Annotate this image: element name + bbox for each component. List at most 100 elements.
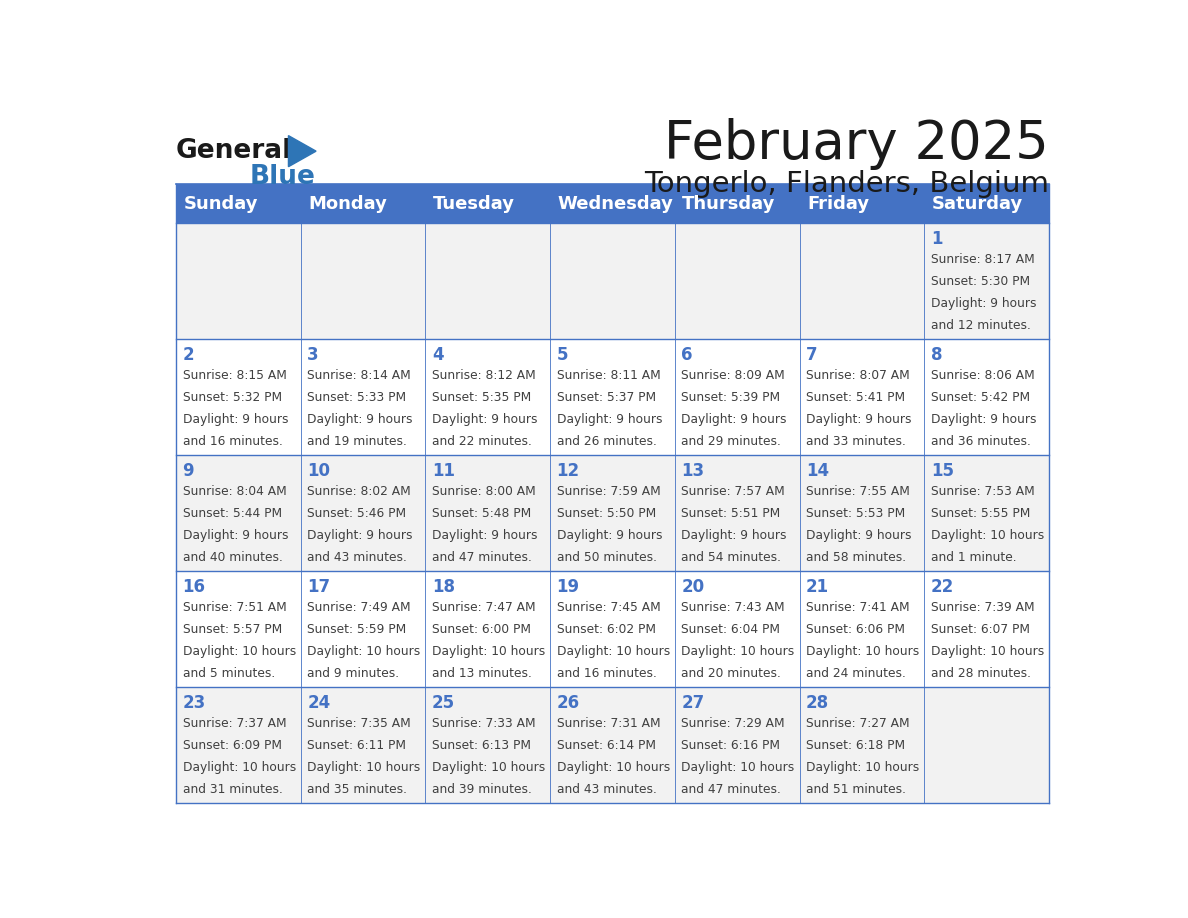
Bar <box>176 571 1049 687</box>
Text: Sunset: 6:02 PM: Sunset: 6:02 PM <box>557 622 656 636</box>
Text: Sunset: 6:00 PM: Sunset: 6:00 PM <box>432 622 531 636</box>
Text: 18: 18 <box>432 578 455 596</box>
Text: Sunset: 5:48 PM: Sunset: 5:48 PM <box>432 507 531 520</box>
Text: Sunrise: 7:47 AM: Sunrise: 7:47 AM <box>432 600 536 614</box>
Text: and 51 minutes.: and 51 minutes. <box>805 783 906 796</box>
Text: and 31 minutes.: and 31 minutes. <box>183 783 283 796</box>
Text: Sunset: 5:51 PM: Sunset: 5:51 PM <box>682 507 781 520</box>
Text: Sunrise: 7:33 AM: Sunrise: 7:33 AM <box>432 717 536 730</box>
Text: Sunrise: 7:41 AM: Sunrise: 7:41 AM <box>805 600 910 614</box>
Text: Daylight: 9 hours: Daylight: 9 hours <box>930 413 1036 426</box>
Text: Sunset: 6:09 PM: Sunset: 6:09 PM <box>183 739 282 752</box>
Text: Sunset: 5:44 PM: Sunset: 5:44 PM <box>183 507 282 520</box>
Text: and 39 minutes.: and 39 minutes. <box>432 783 532 796</box>
Text: Daylight: 9 hours: Daylight: 9 hours <box>432 529 537 542</box>
Bar <box>176 339 1049 455</box>
Text: 1: 1 <box>930 230 942 249</box>
Text: 11: 11 <box>432 462 455 480</box>
Text: Sunset: 5:50 PM: Sunset: 5:50 PM <box>557 507 656 520</box>
Text: Daylight: 10 hours: Daylight: 10 hours <box>308 761 421 774</box>
Text: Sunset: 5:37 PM: Sunset: 5:37 PM <box>557 391 656 404</box>
Polygon shape <box>289 136 316 167</box>
Text: 16: 16 <box>183 578 206 596</box>
Text: 14: 14 <box>805 462 829 480</box>
Text: Sunrise: 7:57 AM: Sunrise: 7:57 AM <box>682 485 785 498</box>
Text: Sunset: 5:59 PM: Sunset: 5:59 PM <box>308 622 406 636</box>
Text: 13: 13 <box>682 462 704 480</box>
Text: Sunrise: 8:04 AM: Sunrise: 8:04 AM <box>183 485 286 498</box>
Text: Sunrise: 7:45 AM: Sunrise: 7:45 AM <box>557 600 661 614</box>
Text: Tuesday: Tuesday <box>432 195 514 213</box>
Text: Sunrise: 8:07 AM: Sunrise: 8:07 AM <box>805 369 910 382</box>
Text: Daylight: 10 hours: Daylight: 10 hours <box>930 529 1044 542</box>
Text: Sunrise: 7:27 AM: Sunrise: 7:27 AM <box>805 717 910 730</box>
Text: Sunrise: 7:37 AM: Sunrise: 7:37 AM <box>183 717 286 730</box>
Text: Sunrise: 7:59 AM: Sunrise: 7:59 AM <box>557 485 661 498</box>
Text: Sunday: Sunday <box>183 195 258 213</box>
Text: Sunset: 5:57 PM: Sunset: 5:57 PM <box>183 622 282 636</box>
Text: and 5 minutes.: and 5 minutes. <box>183 666 274 680</box>
Text: 5: 5 <box>557 346 568 364</box>
Text: 23: 23 <box>183 694 206 712</box>
Text: Daylight: 9 hours: Daylight: 9 hours <box>930 297 1036 310</box>
Text: Sunset: 6:06 PM: Sunset: 6:06 PM <box>805 622 905 636</box>
Text: Daylight: 9 hours: Daylight: 9 hours <box>557 413 662 426</box>
Bar <box>176 223 1049 339</box>
Text: Tongerlo, Flanders, Belgium: Tongerlo, Flanders, Belgium <box>644 171 1049 198</box>
Text: Daylight: 10 hours: Daylight: 10 hours <box>432 644 545 658</box>
Text: 9: 9 <box>183 462 194 480</box>
Text: Sunset: 5:41 PM: Sunset: 5:41 PM <box>805 391 905 404</box>
Bar <box>176 455 1049 571</box>
Text: Sunset: 6:11 PM: Sunset: 6:11 PM <box>308 739 406 752</box>
Text: Sunrise: 7:31 AM: Sunrise: 7:31 AM <box>557 717 661 730</box>
Text: Sunrise: 8:09 AM: Sunrise: 8:09 AM <box>682 369 785 382</box>
Text: Sunset: 6:04 PM: Sunset: 6:04 PM <box>682 622 781 636</box>
Text: and 16 minutes.: and 16 minutes. <box>183 435 283 448</box>
Text: Daylight: 10 hours: Daylight: 10 hours <box>682 761 795 774</box>
Text: 15: 15 <box>930 462 954 480</box>
Text: 17: 17 <box>308 578 330 596</box>
Text: Saturday: Saturday <box>931 195 1023 213</box>
Text: 28: 28 <box>805 694 829 712</box>
Text: February 2025: February 2025 <box>664 118 1049 170</box>
Text: Sunrise: 8:12 AM: Sunrise: 8:12 AM <box>432 369 536 382</box>
Text: and 43 minutes.: and 43 minutes. <box>557 783 657 796</box>
Text: 19: 19 <box>557 578 580 596</box>
Text: Sunrise: 8:14 AM: Sunrise: 8:14 AM <box>308 369 411 382</box>
Text: Daylight: 10 hours: Daylight: 10 hours <box>432 761 545 774</box>
Text: 26: 26 <box>557 694 580 712</box>
Text: and 50 minutes.: and 50 minutes. <box>557 551 657 564</box>
Text: Friday: Friday <box>807 195 870 213</box>
Text: Sunrise: 7:43 AM: Sunrise: 7:43 AM <box>682 600 785 614</box>
Text: Daylight: 9 hours: Daylight: 9 hours <box>805 413 911 426</box>
Text: and 35 minutes.: and 35 minutes. <box>308 783 407 796</box>
Text: 12: 12 <box>557 462 580 480</box>
Text: 2: 2 <box>183 346 194 364</box>
Text: Daylight: 9 hours: Daylight: 9 hours <box>682 529 786 542</box>
Text: Sunset: 5:39 PM: Sunset: 5:39 PM <box>682 391 781 404</box>
Text: Daylight: 9 hours: Daylight: 9 hours <box>432 413 537 426</box>
Text: Sunrise: 7:29 AM: Sunrise: 7:29 AM <box>682 717 785 730</box>
Text: Daylight: 10 hours: Daylight: 10 hours <box>682 644 795 658</box>
Text: Daylight: 10 hours: Daylight: 10 hours <box>183 761 296 774</box>
Text: Daylight: 9 hours: Daylight: 9 hours <box>308 529 412 542</box>
Text: Daylight: 9 hours: Daylight: 9 hours <box>183 529 287 542</box>
Text: Sunrise: 8:02 AM: Sunrise: 8:02 AM <box>308 485 411 498</box>
Text: 25: 25 <box>432 694 455 712</box>
Text: and 20 minutes.: and 20 minutes. <box>682 666 782 680</box>
Text: Daylight: 10 hours: Daylight: 10 hours <box>557 644 670 658</box>
Text: and 58 minutes.: and 58 minutes. <box>805 551 906 564</box>
Text: and 40 minutes.: and 40 minutes. <box>183 551 283 564</box>
Text: Sunrise: 7:35 AM: Sunrise: 7:35 AM <box>308 717 411 730</box>
Text: Sunrise: 8:00 AM: Sunrise: 8:00 AM <box>432 485 536 498</box>
Text: Sunrise: 7:55 AM: Sunrise: 7:55 AM <box>805 485 910 498</box>
Text: and 33 minutes.: and 33 minutes. <box>805 435 906 448</box>
Text: Sunset: 6:13 PM: Sunset: 6:13 PM <box>432 739 531 752</box>
Text: and 13 minutes.: and 13 minutes. <box>432 666 532 680</box>
Text: Sunset: 5:53 PM: Sunset: 5:53 PM <box>805 507 905 520</box>
Text: and 28 minutes.: and 28 minutes. <box>930 666 1031 680</box>
Text: Sunset: 5:32 PM: Sunset: 5:32 PM <box>183 391 282 404</box>
Text: 20: 20 <box>682 578 704 596</box>
Text: and 9 minutes.: and 9 minutes. <box>308 666 399 680</box>
Text: Sunrise: 8:17 AM: Sunrise: 8:17 AM <box>930 253 1035 266</box>
